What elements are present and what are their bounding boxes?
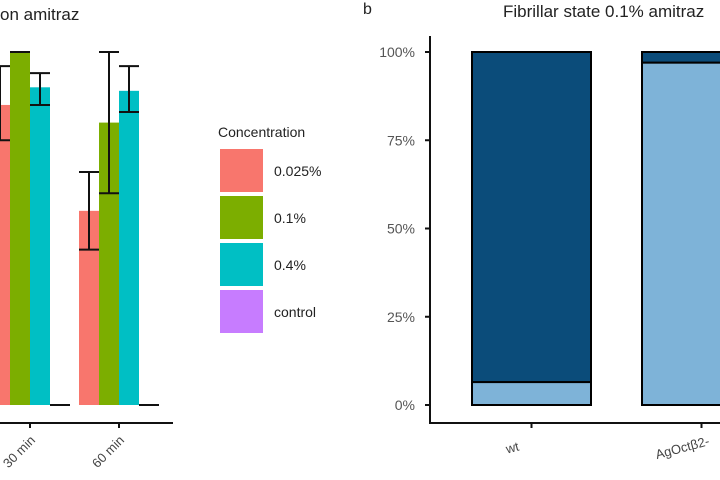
- error-bar: [0, 65, 10, 142]
- error-bar: [79, 171, 99, 251]
- legend: Concentration 0.025% 0.1% 0.4% control: [218, 124, 321, 333]
- bar: [0, 104, 10, 405]
- legend-swatch: [220, 290, 263, 333]
- bar: [30, 87, 50, 406]
- x-tick-label: 30 min: [0, 433, 38, 471]
- right-chart-plot: 0% 25% 50% 75% 100% wt AgOctβ2-: [379, 36, 720, 462]
- x-tick-label: 60 min: [89, 433, 127, 471]
- error-bar: [119, 65, 139, 114]
- bar: [10, 52, 30, 405]
- stacked-bar-segment: [641, 61, 720, 407]
- stacked-bar-segment: [641, 51, 720, 64]
- error-bar: [99, 51, 119, 195]
- legend-swatch: [220, 243, 263, 286]
- stacked-bar-segment: [471, 51, 592, 384]
- y-tick-label: 75%: [387, 132, 415, 148]
- legend-label: 0.1%: [274, 210, 306, 226]
- legend-label: 0.025%: [274, 163, 321, 179]
- y-tick-label: 0%: [395, 397, 415, 413]
- y-tick-label: 25%: [387, 309, 415, 325]
- legend-title: Concentration: [218, 124, 305, 140]
- y-tick-label: 100%: [379, 44, 415, 60]
- bar: [79, 210, 99, 405]
- panel-label-b: b: [363, 1, 372, 18]
- legend-swatch: [220, 149, 263, 192]
- x-tick-label: wt: [503, 439, 521, 457]
- y-tick-label: 50%: [387, 221, 415, 237]
- stacked-bar-segment: [471, 381, 592, 406]
- x-tick-label: AgOctβ2-: [654, 433, 711, 462]
- error-bar: [30, 72, 50, 106]
- legend-swatch: [220, 196, 263, 239]
- right-chart-title: Fibrillar state 0.1% amitraz: [503, 2, 704, 21]
- left-chart-plot: 30 min 60 min: [0, 51, 173, 471]
- legend-label: 0.4%: [274, 257, 306, 273]
- bar: [119, 90, 139, 405]
- legend-label: control: [274, 304, 316, 320]
- left-chart-title: on amitraz: [0, 5, 79, 24]
